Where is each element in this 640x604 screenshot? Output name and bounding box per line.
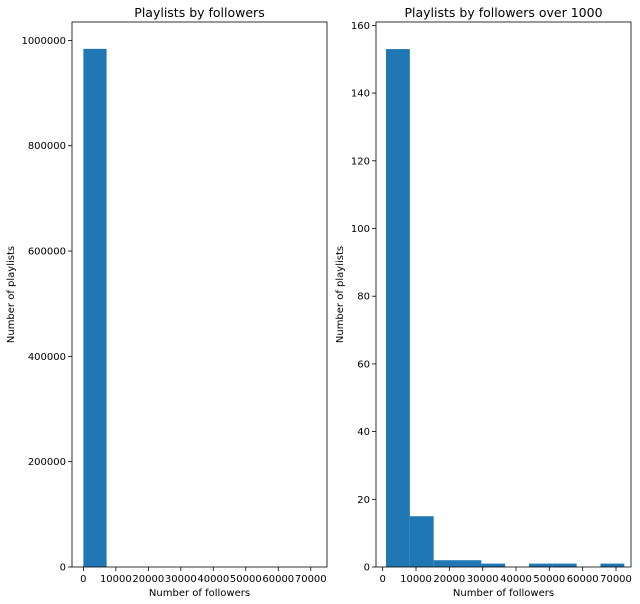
x-tick-label: 50000 xyxy=(230,574,262,585)
y-tick-label: 60 xyxy=(357,359,370,370)
y-tick-label: 20 xyxy=(357,495,370,506)
y-tick-label: 400000 xyxy=(28,352,66,363)
histogram-bar-4 xyxy=(481,563,506,567)
x-tick-label: 20000 xyxy=(433,574,465,585)
histogram-bar-0 xyxy=(83,48,107,567)
x-tick-label: 60000 xyxy=(262,574,294,585)
y-tick-label: 100 xyxy=(351,224,370,235)
x-tick-label: 0 xyxy=(80,574,86,585)
x-tick-label: 50000 xyxy=(533,574,565,585)
x-tick-label: 40000 xyxy=(197,574,229,585)
y-tick-label: 80 xyxy=(357,292,370,303)
y-tick-label: 200000 xyxy=(28,457,66,468)
x-tick-label: 70000 xyxy=(295,574,327,585)
chart-panel-followers-over-1000: 0 10000 20000 30000 40000 50000 60000 70000 0 20 4… xyxy=(335,5,632,599)
x-tick-label: 20000 xyxy=(132,574,164,585)
y-tick-label: 0 xyxy=(364,563,370,574)
chart-panel-followers: 0 10000 20000 30000 40000 50000 60000 70000 0 200… xyxy=(6,5,328,599)
plot-frame xyxy=(375,21,632,568)
histogram-bar-6 xyxy=(529,563,553,567)
y-tick-label: 0 xyxy=(60,563,66,574)
x-tick-label: 30000 xyxy=(467,574,499,585)
y-tick-label: 160 xyxy=(351,21,370,32)
chart-title: Playlists by followers over 1000 xyxy=(404,5,602,20)
x-tick-label: 10000 xyxy=(100,574,132,585)
y-tick-label: 120 xyxy=(351,156,370,167)
x-tick-label: 70000 xyxy=(600,574,632,585)
x-tick-label: 10000 xyxy=(400,574,432,585)
x-tick-label: 40000 xyxy=(500,574,532,585)
histogram-bar-1 xyxy=(409,516,434,567)
histogram-bar-0 xyxy=(386,49,410,567)
y-tick-label: 800000 xyxy=(28,141,66,152)
y-axis-label: Number of playlists xyxy=(335,246,346,343)
x-axis-label: Number of followers xyxy=(453,588,554,599)
x-tick-label: 0 xyxy=(379,574,385,585)
plot-frame xyxy=(71,21,328,568)
y-tick-label: 40 xyxy=(357,427,370,438)
y-tick-label: 1000000 xyxy=(21,36,66,47)
histogram-bar-9 xyxy=(600,563,625,567)
x-tick-label: 30000 xyxy=(165,574,197,585)
y-tick-label: 140 xyxy=(351,89,370,100)
y-axis-label: Number of playlists xyxy=(6,246,17,343)
histogram-bar-7 xyxy=(552,563,577,567)
chart-title: Playlists by followers xyxy=(134,5,264,20)
y-tick-label: 600000 xyxy=(28,247,66,258)
x-tick-label: 60000 xyxy=(567,574,599,585)
histogram-bar-3 xyxy=(457,560,482,567)
x-axis-label: Number of followers xyxy=(149,588,250,599)
histogram-bar-2 xyxy=(433,560,458,567)
